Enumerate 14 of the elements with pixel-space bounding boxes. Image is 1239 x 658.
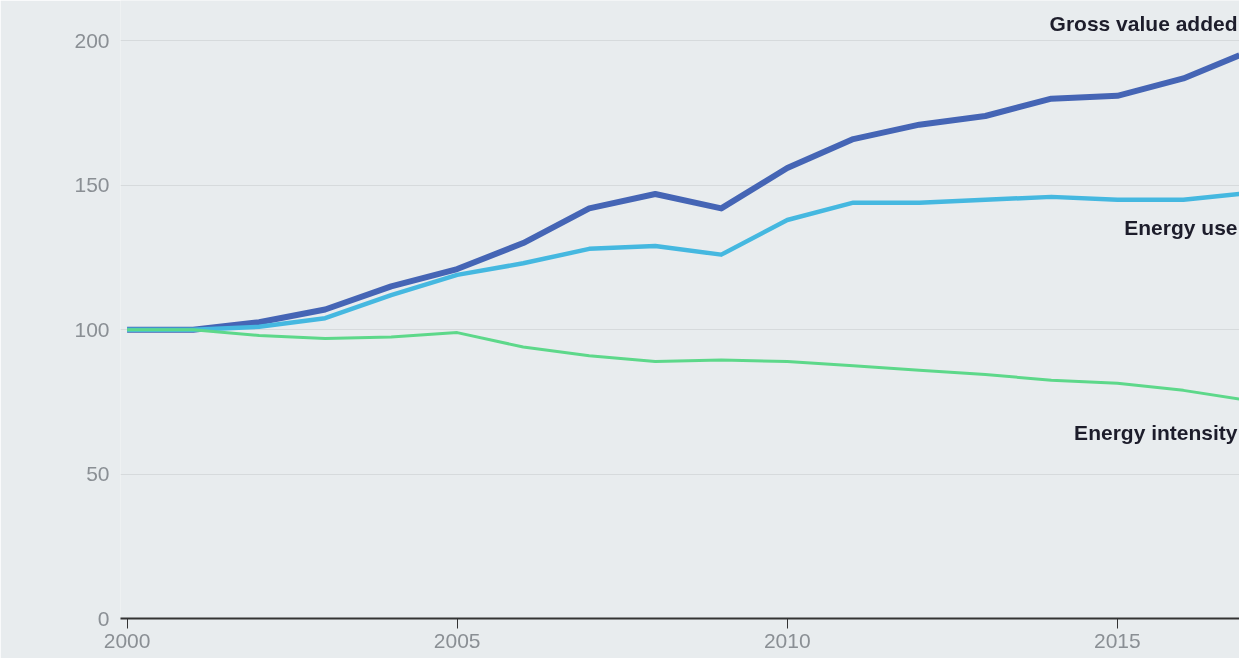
series-label: Energy use (1124, 215, 1238, 239)
x-tick-label: 2005 (433, 628, 481, 652)
y-tick-label: 100 (74, 317, 110, 341)
y-tick-label: 0 (97, 606, 110, 630)
line-series (124, 191, 1239, 332)
x-tick-label: 2010 (763, 628, 811, 652)
x-tick-label: 2015 (1094, 628, 1141, 652)
y-tick-label: 50 (86, 462, 110, 486)
x-tick-label: 2000 (103, 628, 151, 652)
series-label: Energy intensity (1074, 421, 1238, 445)
y-tick-label: 200 (74, 28, 110, 52)
line-series (125, 328, 1239, 401)
y-tick-label: 150 (74, 173, 110, 197)
series-label: Gross value added (1049, 12, 1238, 36)
